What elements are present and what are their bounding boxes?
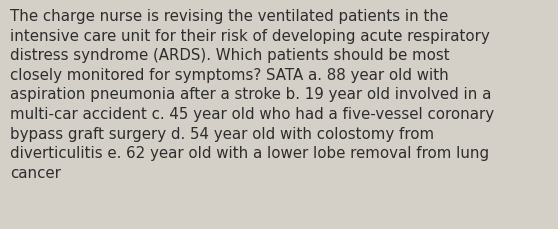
Text: The charge nurse is revising the ventilated patients in the
intensive care unit : The charge nurse is revising the ventila… xyxy=(10,9,494,180)
